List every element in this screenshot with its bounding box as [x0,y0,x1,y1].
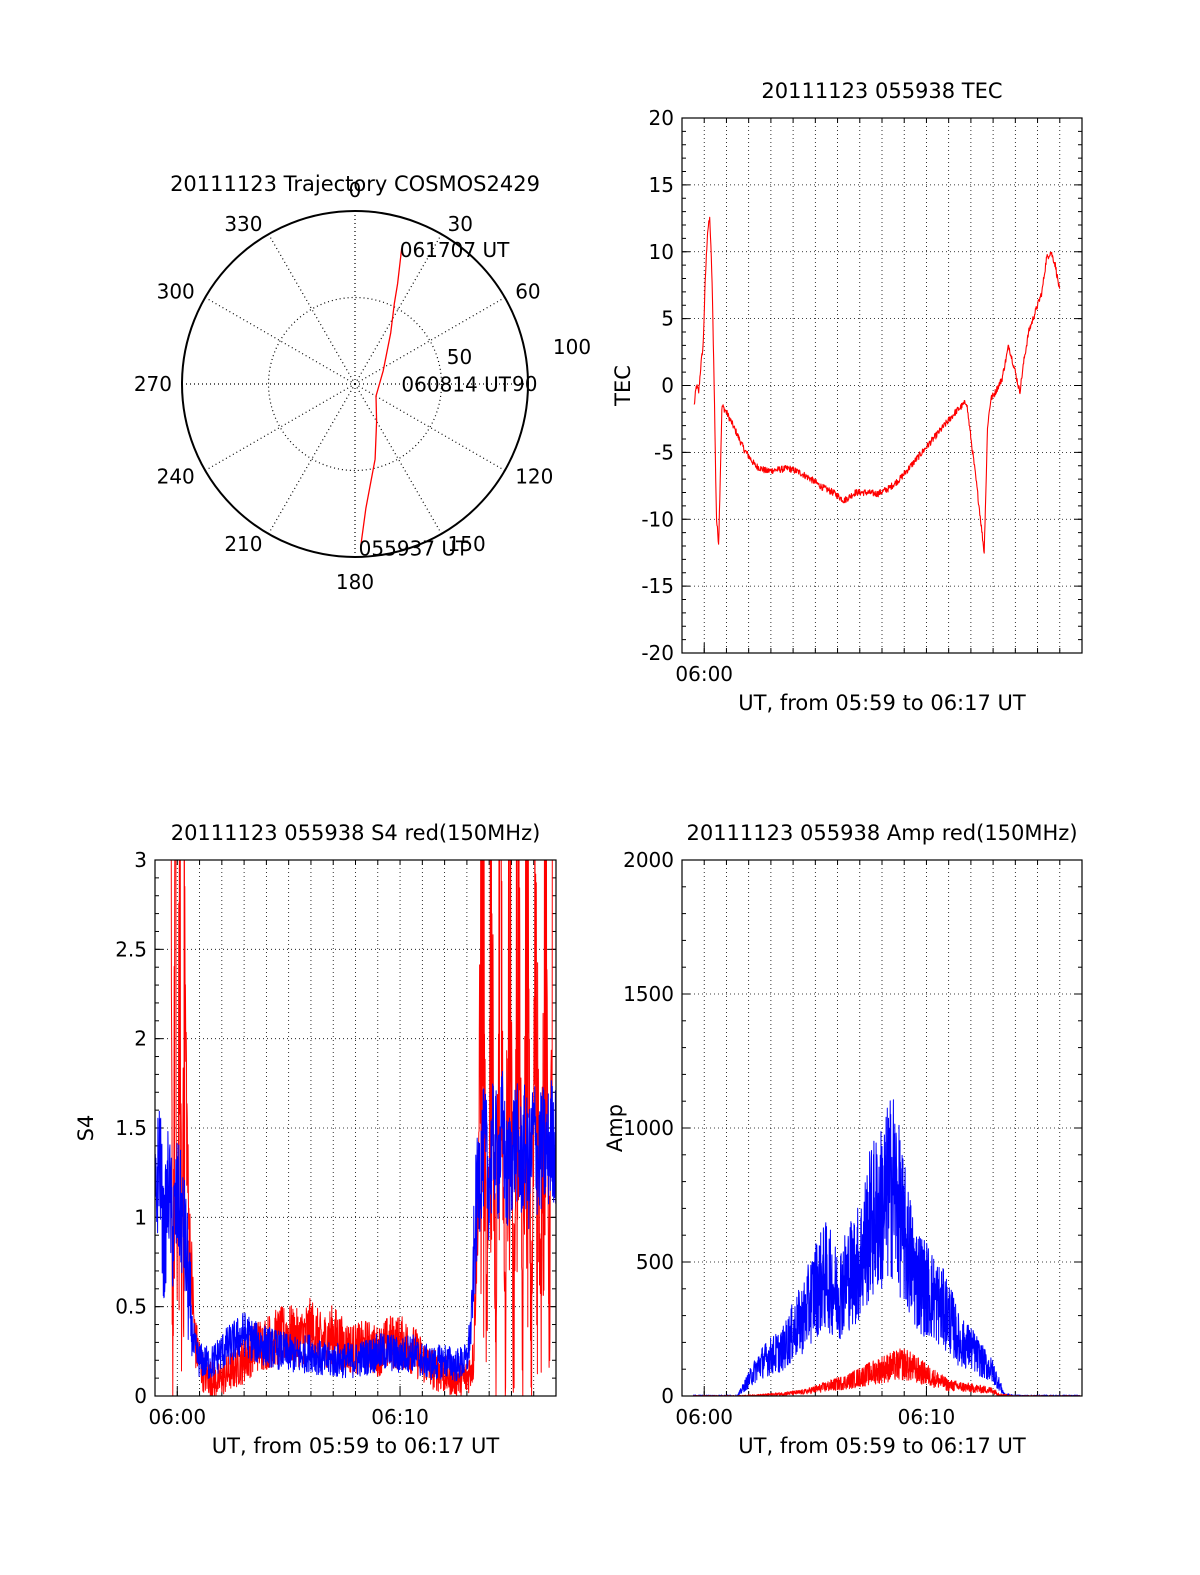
x-axis-label: UT, from 05:59 to 06:17 UT [738,1434,1026,1458]
chart-title: 20111123 055938 TEC [761,79,1002,103]
polar-radius-label: 100 [553,335,591,359]
y-tick-label: 0 [134,1384,147,1408]
y-axis-label: TEC [611,365,635,407]
polar-grid-spoke [267,233,356,385]
y-tick-label: 1000 [623,1116,674,1140]
series-line-blue [692,1099,1082,1396]
polar-angle-label: 210 [224,532,262,556]
plot-frame [681,859,1083,1397]
y-axis-label: S4 [74,1115,98,1142]
polar-angle-label: 150 [448,532,486,556]
y-tick-label: 2.5 [115,937,147,961]
series-line-blue [155,1071,556,1382]
polar-grid-spoke [354,383,443,535]
plot-frame [681,117,1083,654]
y-tick-label: 15 [649,173,674,197]
trajectory-time-label: 055937 UT [359,537,469,561]
chart-title: 20111123 055938 Amp red(150MHz) [686,821,1077,845]
polar-grid-spoke [354,383,506,472]
y-tick-label: 2000 [623,848,674,872]
polar-outer-circle [181,210,529,558]
polar-angle-label: 90 [512,372,537,396]
polar-angle-label: 30 [448,212,473,236]
polar-angle-label: 0 [349,178,362,202]
y-tick-label: -10 [641,507,674,531]
y-tick-label: 0 [661,1384,674,1408]
y-tick-label: -15 [641,574,674,598]
polar-angle-label: 60 [515,280,540,304]
series-line-red [693,216,1061,554]
y-tick-label: 3 [134,848,147,872]
polar-grid-spoke [204,383,356,472]
polar-grid-circle [267,296,443,472]
y-tick-label: 10 [649,240,674,264]
trajectory-time-label: 060814 UT [401,372,511,396]
polar-angle-label: 120 [515,465,553,489]
polar-angle-label: 300 [157,280,195,304]
y-tick-label: 5 [661,307,674,331]
chart-title: 20111123 Trajectory COSMOS2429 [170,172,540,196]
chart-tec: 20111123 055938 TEC -20 -15 -10 -5 0 5 10 15 20 06… [611,79,1083,715]
polar-grid-spoke [267,383,356,535]
polar-angle-label: 240 [157,465,195,489]
polar-radius-label: 50 [447,345,472,369]
y-tick-label: -20 [641,641,674,665]
polar-grid-spoke [354,296,506,385]
x-axis-label: UT, from 05:59 to 06:17 UT [738,691,1026,715]
y-tick-label: 1.5 [115,1116,147,1140]
polar-grid-spoke [204,296,356,385]
x-tick-label: 06:00 [675,1405,733,1429]
y-tick-label: 20 [649,106,674,130]
x-tick-label: 06:00 [675,662,733,686]
chart-s4: 20111123 055938 S4 red(150MHz) 0 0.5 1 1.5 2 2… [74,821,557,1458]
y-tick-label: 1500 [623,982,674,1006]
polar-angle-label: 180 [336,570,374,594]
x-tick-label: 06:10 [898,1405,956,1429]
chart-title: 20111123 055938 S4 red(150MHz) [171,821,541,845]
x-tick-label: 06:10 [371,1405,429,1429]
trajectory-line [360,248,403,547]
series-line-red [170,860,553,1396]
y-tick-label: 2 [134,1027,147,1051]
chart-amp: 20111123 055938 Amp red(150MHz) 0 500 1000 1… [603,821,1083,1458]
plot-frame [154,859,557,1397]
y-tick-label: 0 [661,374,674,398]
y-axis-label: Amp [603,1104,627,1152]
y-tick-label: 500 [636,1250,674,1274]
y-tick-label: -5 [654,440,674,464]
y-tick-label: 1 [134,1205,147,1229]
x-axis-label: UT, from 05:59 to 06:17 UT [212,1434,500,1458]
y-tick-label: 0.5 [115,1295,147,1319]
trajectory-time-label: 061707 UT [400,238,510,262]
x-tick-label: 06:00 [148,1405,206,1429]
polar-grid-spoke [354,233,443,385]
polar-angle-label: 270 [134,372,172,396]
polar-angle-label: 330 [224,212,262,236]
